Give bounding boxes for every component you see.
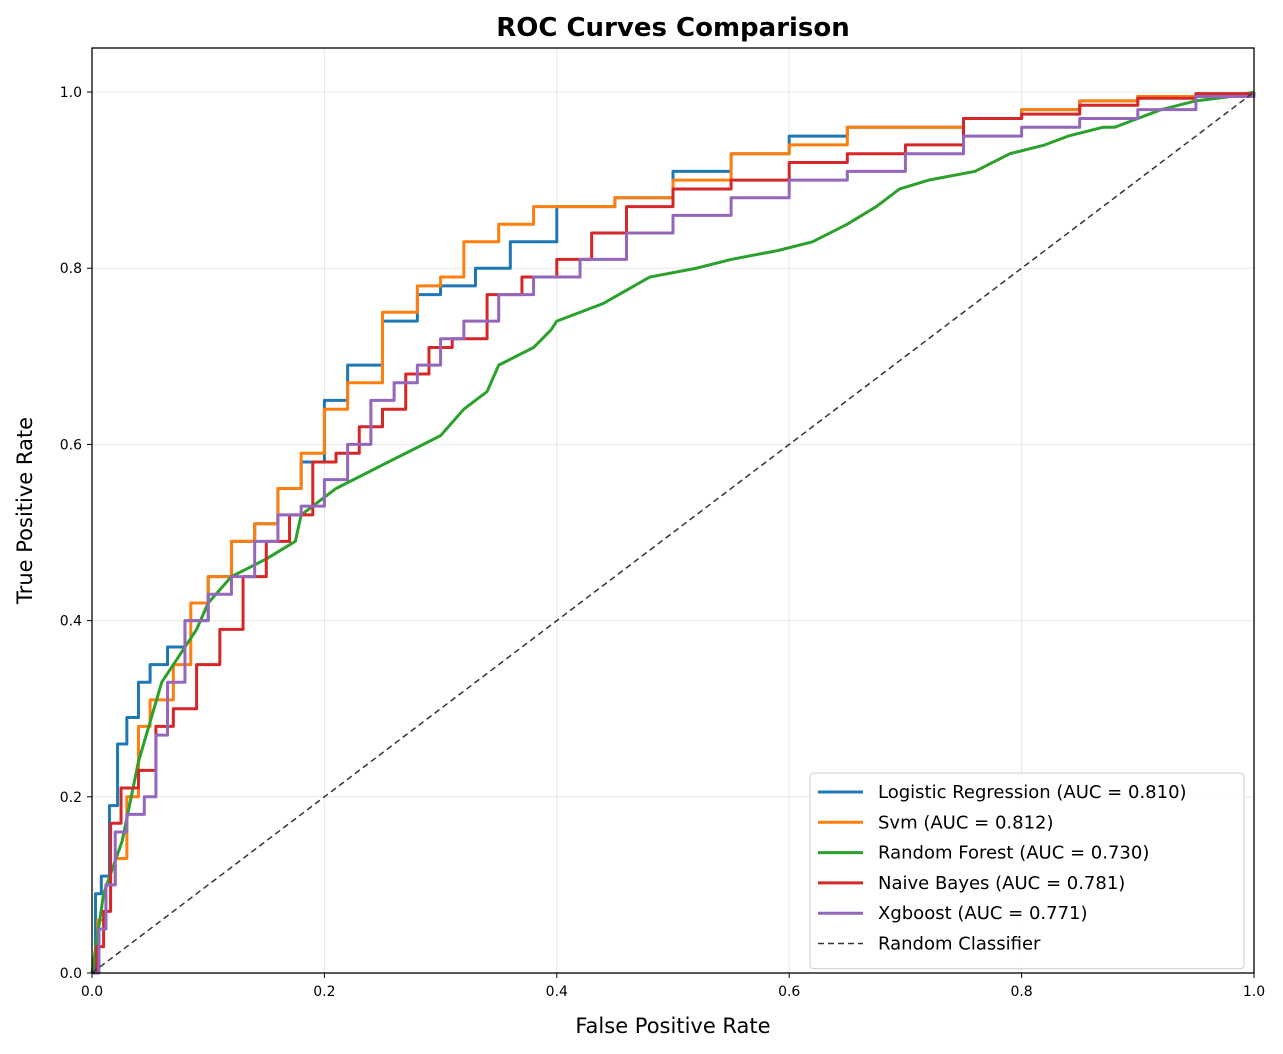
y-tick-label: 0.2 (60, 790, 82, 806)
x-tick-label: 0.2 (313, 984, 335, 1000)
x-tick-label: 0.6 (778, 984, 800, 1000)
x-tick-label: 0.8 (1010, 984, 1032, 1000)
axis-ticks: 0.0 0.2 0.4 0.6 0.8 1.0 0.0 0.2 0.4 0.6 0.8 1.0 (60, 85, 1265, 1000)
legend-box (809, 772, 1245, 970)
x-tick-label: 0.0 (81, 984, 103, 1000)
x-tick-label: 1.0 (1243, 984, 1265, 1000)
legend: Logistic Regression (AUC = 0.810) Svm (AU… (809, 772, 1245, 970)
legend-label-4: Xgboost (AUC = 0.771) (878, 903, 1088, 924)
legend-label-0: Logistic Regression (AUC = 0.810) (878, 782, 1187, 803)
series-line-4 (92, 92, 1256, 975)
grid-lines (91, 48, 1255, 974)
series-lines (90, 90, 1256, 975)
y-tick-label: 0.0 (60, 966, 82, 982)
x-tick-label: 0.4 (546, 984, 568, 1000)
legend-label-2: Random Forest (AUC = 0.730) (878, 843, 1149, 864)
series-line-5 (91, 91, 1255, 974)
y-tick-label: 0.8 (60, 261, 82, 277)
y-axis-label: True Positive Rate (13, 417, 37, 605)
x-axis-label: False Positive Rate (575, 1014, 770, 1038)
legend-label-3: Naive Bayes (AUC = 0.781) (878, 873, 1125, 894)
y-tick-label: 1.0 (60, 85, 82, 101)
plot-frame (91, 47, 1255, 974)
y-tick-label: 0.4 (60, 614, 82, 630)
legend-label-1: Svm (AUC = 0.812) (878, 812, 1054, 833)
series-line-2 (90, 90, 1255, 974)
legend-label-5: Random Classifier (878, 934, 1041, 955)
chart-title: ROC Curves Comparison (496, 13, 850, 43)
y-tick-label: 0.6 (60, 437, 82, 453)
